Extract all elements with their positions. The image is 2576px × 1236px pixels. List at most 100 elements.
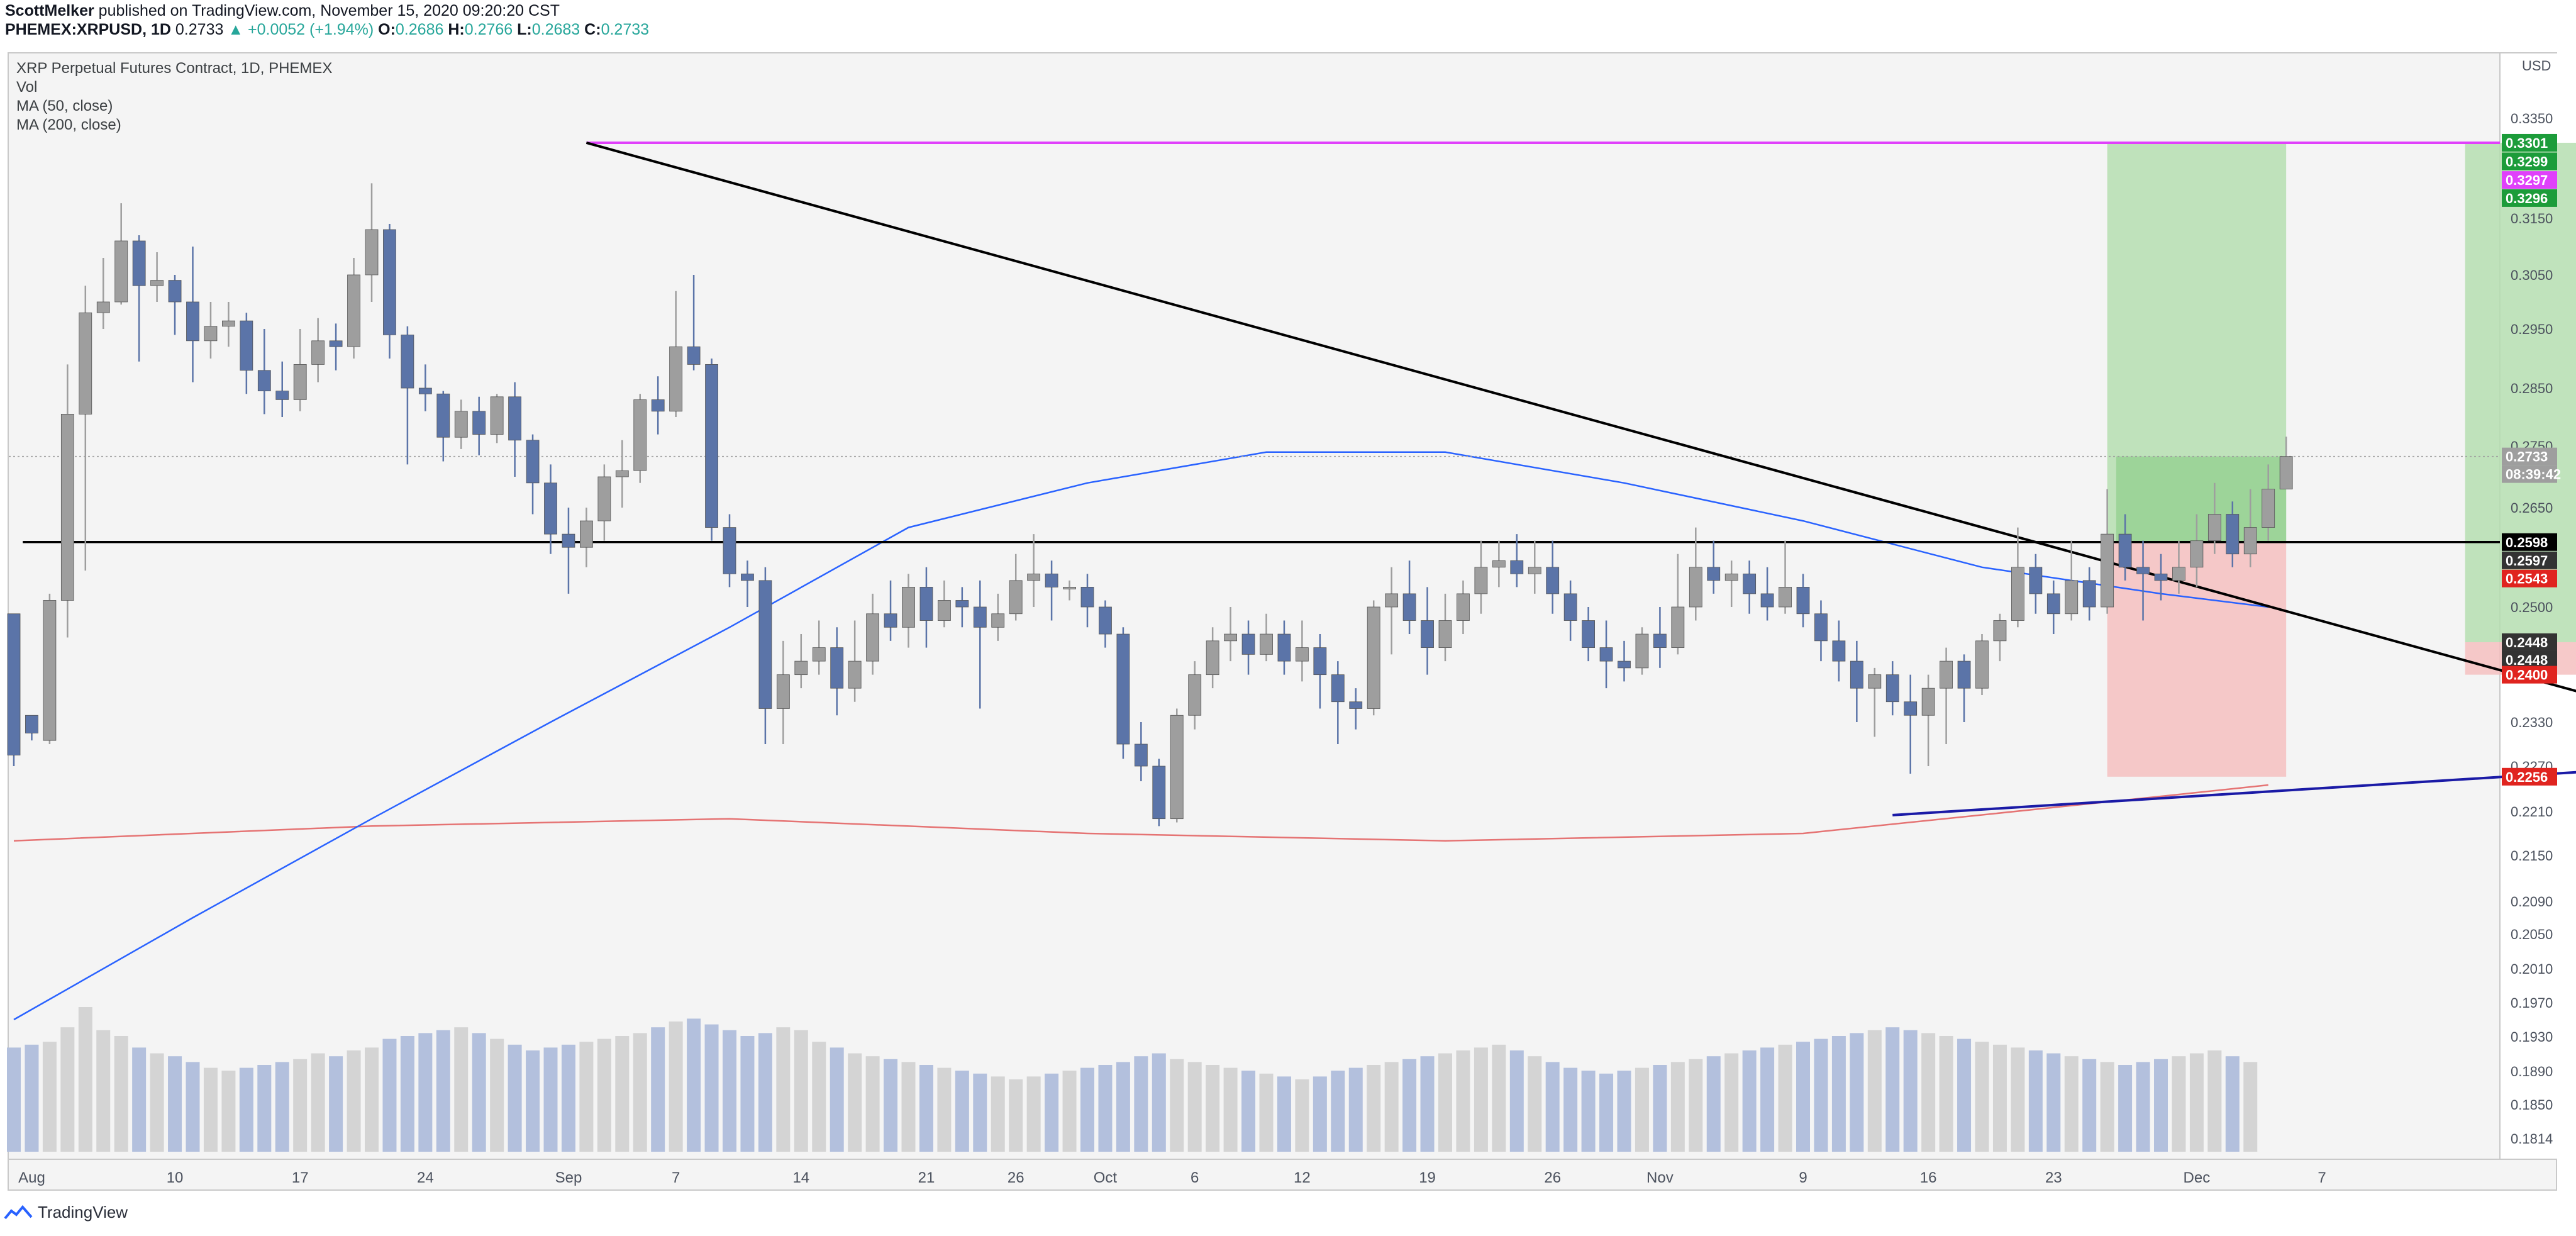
candle-body	[597, 476, 611, 521]
volume-bar	[1957, 1038, 1972, 1152]
candle-body	[2136, 567, 2150, 574]
candle-body	[1099, 606, 1112, 635]
volume-bar	[1492, 1044, 1506, 1152]
volume-bar	[579, 1042, 594, 1152]
volume-bar	[508, 1044, 522, 1152]
candle-body	[1563, 593, 1577, 621]
candle-body	[812, 647, 826, 662]
candle-body	[1277, 633, 1291, 662]
volume-bar	[150, 1053, 164, 1152]
tradingview-brand[interactable]: TradingView	[38, 1203, 128, 1222]
volume-bar	[1098, 1065, 1113, 1152]
volume-bar	[919, 1065, 933, 1152]
price-axis-label: 0.3301	[2506, 135, 2548, 151]
x-tick-label: 21	[918, 1169, 935, 1186]
candle-body	[2243, 527, 2257, 555]
candle-body	[1885, 674, 1899, 703]
candle-body	[884, 613, 897, 628]
y-tick-label: 0.3050	[2511, 267, 2553, 283]
volume-bar	[1277, 1076, 1291, 1152]
close-label: C:	[584, 21, 601, 38]
candle-body	[186, 301, 199, 342]
candle-body	[221, 320, 235, 327]
volume-bar	[1223, 1067, 1238, 1152]
y-tick-label: 0.2330	[2511, 715, 2553, 730]
volume-bar	[257, 1065, 272, 1152]
candle-body	[418, 387, 432, 394]
price-axis-label-box	[2502, 767, 2557, 786]
x-tick-label: 14	[792, 1169, 809, 1186]
candle-body	[1510, 560, 1524, 574]
candle-body	[651, 399, 665, 412]
volume-bar	[669, 1022, 683, 1152]
volume-bar	[1581, 1071, 1596, 1152]
volume-bar	[1528, 1056, 1542, 1152]
y-tick-label: 0.1850	[2511, 1097, 2553, 1113]
volume-bar	[776, 1027, 791, 1152]
tradingview-logo-icon[interactable]	[4, 1203, 33, 1222]
legend-ma50[interactable]: MA (50, close)	[16, 97, 113, 114]
candle-body	[1331, 674, 1345, 703]
candle-body	[114, 240, 128, 303]
volume-bar	[1689, 1059, 1703, 1152]
candle-body	[1438, 620, 1452, 648]
candle-body	[1582, 620, 1596, 648]
volume-bar	[96, 1030, 111, 1152]
open-value: 0.2686	[395, 21, 444, 38]
candle-body	[938, 600, 951, 621]
candle-body	[1260, 633, 1273, 655]
volume-bar	[1313, 1076, 1327, 1152]
y-tick-label: 0.1814	[2511, 1131, 2553, 1147]
price-axis-label: 0.2448	[2506, 652, 2548, 668]
candle-body	[204, 326, 218, 342]
x-tick-label: Dec	[2184, 1169, 2211, 1186]
candle-body	[526, 440, 540, 484]
x-tick-label: 7	[672, 1169, 680, 1186]
volume-bar	[400, 1036, 414, 1152]
candle-body	[2279, 456, 2293, 489]
volume-bar	[723, 1030, 736, 1152]
legend-vol[interactable]: Vol	[16, 79, 38, 96]
y-tick-label: 0.3350	[2511, 111, 2553, 126]
volume-bar	[2118, 1065, 2133, 1152]
low-label: L:	[517, 21, 532, 38]
price-axis-label: 0.2400	[2506, 667, 2548, 683]
low-value: 0.2683	[531, 21, 580, 38]
candle-body	[1868, 674, 1882, 689]
candle-body	[1402, 593, 1416, 621]
price-axis-label-box	[2502, 650, 2557, 669]
trendline-downtrend	[586, 142, 2576, 693]
volume-bar	[1814, 1038, 1828, 1152]
candle-body	[436, 393, 450, 438]
candle-body	[2118, 533, 2132, 568]
price-axis-label-box	[2502, 665, 2557, 684]
candle-body	[1188, 674, 1202, 716]
candle-body	[1546, 567, 1560, 594]
price-axis-label: 0.3297	[2506, 172, 2548, 188]
candle-body	[919, 587, 933, 621]
price-axis-label-box	[2502, 189, 2557, 207]
candle-body	[1618, 660, 1631, 669]
candle-body	[1349, 701, 1363, 709]
candle-body	[1027, 573, 1041, 581]
volume-bar	[1509, 1050, 1524, 1152]
footer: TradingView	[4, 1203, 128, 1222]
volume-bar	[651, 1027, 665, 1152]
legend-ma200[interactable]: MA (200, close)	[16, 116, 121, 133]
candle-body	[2101, 533, 2114, 608]
price-axis-label-box	[2502, 551, 2557, 569]
volume-bar	[1563, 1067, 1578, 1152]
price-axis-label: 0.2733	[2506, 449, 2548, 465]
volume-bar	[114, 1036, 128, 1152]
volume-bar	[1617, 1071, 1631, 1152]
volume-bar	[490, 1038, 504, 1152]
volume-bar	[418, 1033, 433, 1152]
candle-body	[1063, 587, 1076, 589]
candle-body	[1707, 567, 1721, 581]
price-axis-label: 08:39:42	[2506, 467, 2561, 482]
volume-bar	[293, 1059, 308, 1152]
x-tick-label: Nov	[1646, 1169, 1674, 1186]
author-name[interactable]: ScottMelker	[5, 2, 94, 19]
volume-bar	[239, 1067, 253, 1152]
